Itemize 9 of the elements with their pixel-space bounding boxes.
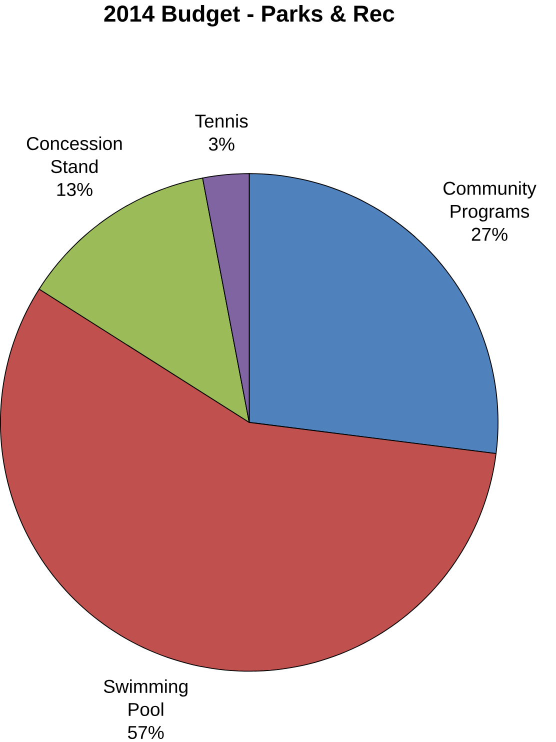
slice-label: Tennis (195, 114, 248, 128)
slice-label: Community Programs (444, 181, 536, 222)
data-label: 27% (472, 228, 508, 241)
slice-label: Concession Stand (27, 136, 122, 174)
chart-title: 2014 Budget - Parks & Rec (104, 4, 394, 26)
slice-label: Swimming Pool (104, 679, 188, 716)
data-label: 3% (208, 138, 234, 151)
data-label: 13% (57, 182, 92, 196)
data-label: 57% (128, 726, 164, 740)
